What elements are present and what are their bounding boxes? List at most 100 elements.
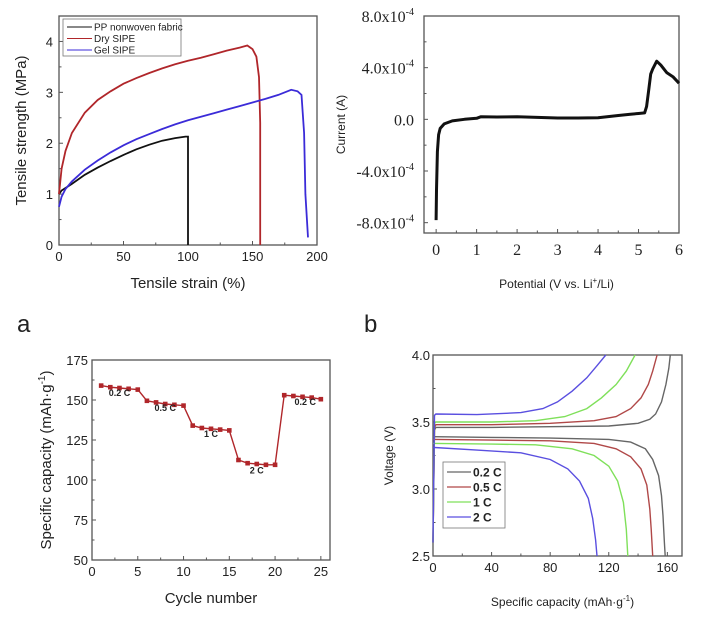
- x-tick-label: 0: [55, 249, 62, 264]
- x-axis-title: Cycle number: [165, 590, 258, 607]
- charge-curve: [432, 354, 671, 543]
- x-tick-label: 25: [314, 564, 328, 579]
- data-point: [117, 385, 122, 391]
- data-point: [245, 460, 250, 466]
- y-tick-label: 3.0: [412, 482, 430, 497]
- x-tick-label: 150: [242, 249, 264, 264]
- x-tick-label: 4: [594, 242, 602, 259]
- y-tick-label: 150: [66, 393, 88, 408]
- x-tick-label: 15: [222, 564, 236, 579]
- legend-label: PP nonwoven fabric: [94, 23, 183, 34]
- data-point: [254, 461, 260, 467]
- x-tick-label: 10: [176, 564, 190, 579]
- x-tick-label: 120: [598, 560, 620, 575]
- y-tick-label: 175: [66, 353, 88, 368]
- chart-rate: a 0 5 10 15 20 25 50 75 100 125 150 175 0.2 C 0.5 C 1 C…: [17, 311, 331, 607]
- data-point: [309, 395, 314, 400]
- x-tick-label: 100: [177, 249, 199, 264]
- y-tick-label: 50: [74, 553, 88, 568]
- data-point: [153, 400, 159, 405]
- data-point: [217, 427, 223, 432]
- chart-charge-discharge: b 0 40 80 120 160 2.5 3.0 3.5 4.0 Specific capacit…: [364, 311, 683, 609]
- legend-label: Gel SIPE: [94, 46, 135, 57]
- y-tick-label: 2.5: [412, 549, 430, 564]
- charge-curve: [432, 354, 607, 543]
- x-axis-title: Tensile strain (%): [130, 275, 245, 292]
- legend-label: Dry SIPE: [94, 34, 135, 45]
- x-tick-label: 80: [543, 560, 557, 575]
- y-tick-label: 4: [46, 34, 53, 49]
- legend: 0.2 C0.5 C1 C2 C: [442, 461, 506, 529]
- discharge-curve: [433, 442, 629, 557]
- panel-label-a: a: [17, 311, 31, 338]
- y-axis-title: Tensile strength (MPa): [13, 55, 30, 205]
- rate-annotation: 0.5 C: [154, 403, 176, 413]
- y-tick-label: 1: [46, 187, 53, 202]
- legend-label: 1 C: [473, 496, 492, 510]
- y-tick-label: 4.0x10-4: [362, 59, 414, 78]
- data-point: [236, 457, 241, 463]
- y-tick-label: 2: [46, 136, 53, 151]
- data-point: [208, 426, 214, 432]
- data-point: [318, 396, 324, 402]
- data-point: [227, 428, 232, 433]
- x-tick-label: 40: [484, 560, 498, 575]
- y-axis-title: Current (A): [334, 95, 348, 154]
- x-tick-label: 0: [429, 560, 436, 575]
- y-tick-label: 8.0x10-4: [362, 7, 414, 26]
- x-tick-label: 2: [513, 242, 521, 259]
- data-point: [281, 392, 287, 398]
- data-point: [162, 401, 168, 407]
- series-line: [58, 88, 309, 238]
- data-point: [190, 423, 195, 428]
- data-point: [126, 386, 131, 392]
- series-line: [101, 384, 321, 466]
- data-point: [144, 398, 150, 404]
- data-point: [263, 462, 269, 468]
- data-point: [300, 394, 305, 400]
- x-tick-label: 1: [473, 242, 481, 259]
- y-tick-label: 0.0: [394, 112, 414, 129]
- discharge-curve: [433, 438, 654, 557]
- x-axis-title: Potential (V vs. Li+/Li): [499, 276, 614, 291]
- x-tick-label: 0: [432, 242, 440, 259]
- plot-frame: [423, 15, 680, 234]
- x-tick-label: 160: [657, 560, 679, 575]
- y-tick-label: 0: [46, 238, 53, 253]
- x-tick-label: 6: [675, 242, 683, 259]
- charge-curve: [432, 354, 636, 543]
- x-tick-label: 20: [268, 564, 282, 579]
- data-point: [172, 402, 177, 408]
- panel-label-b: b: [364, 311, 377, 338]
- y-tick-label: 4.0: [412, 348, 430, 363]
- chart-lsv: 0 1 2 3 4 5 6 -8.0x10-4 -4.0x10-4 0.0 4.0x10-4 8.0x…: [334, 7, 683, 291]
- discharge-curve: [433, 446, 598, 557]
- y-axis-title: Voltage (V): [382, 426, 396, 485]
- y-tick-label: 3.5: [412, 415, 430, 430]
- data-point: [135, 387, 141, 392]
- rate-annotation: 2 C: [250, 466, 265, 476]
- data-point: [108, 384, 113, 390]
- series-line: [58, 44, 262, 245]
- y-tick-label: 125: [66, 433, 88, 448]
- data-point: [181, 403, 186, 408]
- legend-label: 2 C: [473, 511, 492, 525]
- x-tick-label: 0: [88, 564, 95, 579]
- data-point: [199, 425, 205, 431]
- chart-tensile: 0 50 100 150 200 0 1 2 3 4 Tensile strain (%) Tensi…: [13, 15, 328, 292]
- data-point: [272, 462, 278, 468]
- x-tick-label: 5: [635, 242, 643, 259]
- y-tick-label: -8.0x10-4: [356, 214, 414, 233]
- legend-label: 0.2 C: [473, 466, 502, 480]
- y-tick-label: 3: [46, 85, 53, 100]
- x-axis-title: Specific capacity (mAh·g-1): [491, 594, 634, 609]
- rate-annotation: 1 C: [204, 429, 219, 439]
- series-line: [58, 135, 189, 245]
- data-point: [291, 393, 296, 399]
- data-point: [98, 383, 104, 388]
- y-tick-label: 100: [66, 473, 88, 488]
- rate-annotation: 0.2 C: [295, 397, 317, 407]
- discharge-curve: [433, 436, 666, 557]
